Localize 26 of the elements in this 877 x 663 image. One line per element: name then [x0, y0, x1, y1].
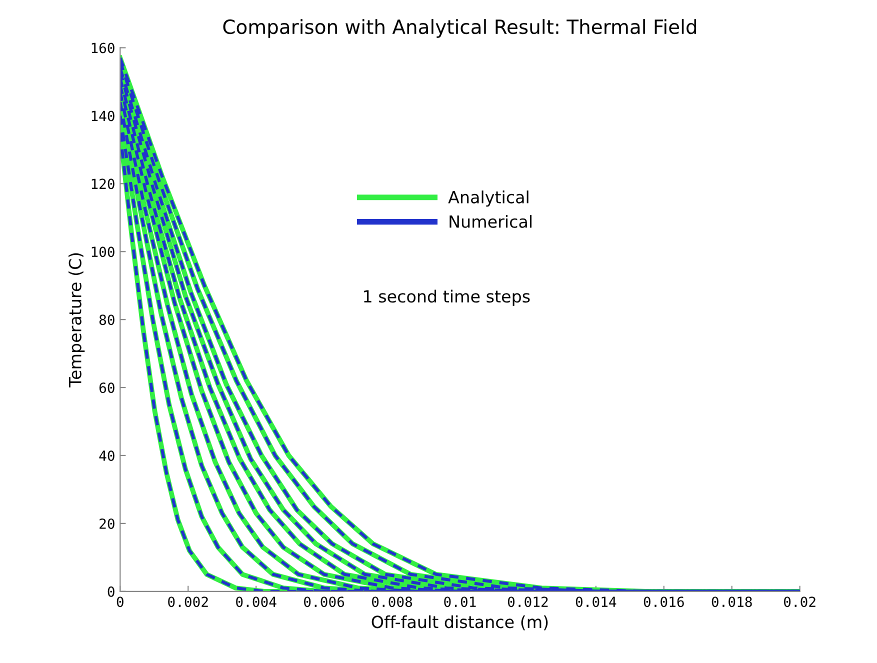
legend-label: Numerical: [450, 215, 532, 228]
x-tick-label: 0.01: [444, 596, 476, 608]
y-axis-title: Temperature (C): [68, 253, 85, 388]
x-tick-label: 0.018: [712, 596, 752, 608]
x-tick-label: 0.002: [168, 596, 208, 608]
y-tick-label: 100: [92, 246, 114, 258]
x-axis-title: Off-fault distance (m): [372, 615, 548, 630]
x-tick-label: 0.006: [304, 596, 344, 608]
x-tick-label: 0.004: [236, 596, 276, 608]
y-tick-label: 40: [99, 450, 114, 461]
y-tick-label: 20: [100, 518, 114, 529]
x-tick-label: 0.012: [508, 596, 548, 608]
x-tick-label: 0.016: [644, 596, 684, 608]
chart-title: Comparison with Analytical Result: Thermal Field: [223, 19, 696, 38]
x-tick-label: 0.014: [576, 596, 616, 608]
legend-label: Analytical: [448, 190, 528, 207]
y-tick-label: 160: [92, 42, 114, 54]
y-tick-label: 80: [99, 314, 114, 326]
y-tick-label: 60: [99, 382, 114, 394]
x-tick-label: 0: [116, 596, 124, 608]
annotation: 1 second time steps: [364, 290, 530, 306]
y-tick-label: 140: [92, 110, 114, 122]
y-tick-label: 120: [92, 178, 114, 190]
x-tick-label: 0.02: [784, 596, 816, 608]
y-tick-label: 0: [108, 586, 114, 597]
x-tick-label: 0.008: [372, 596, 412, 608]
